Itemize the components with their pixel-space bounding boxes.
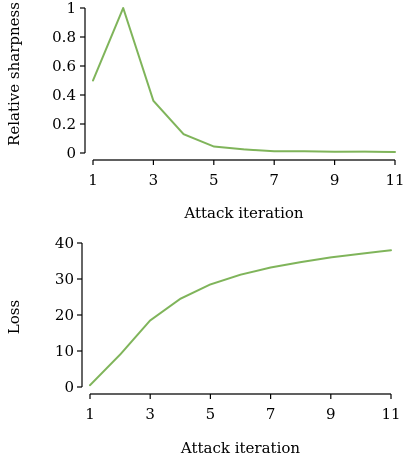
sharpness-y-tick-label: 0.4	[52, 86, 76, 104]
sharpness-x-tick-label: 5	[209, 171, 219, 189]
loss-y-tick-label: 0	[64, 378, 74, 396]
loss-y-tick-label: 30	[55, 270, 74, 288]
sharpness-x-tick-label: 1	[88, 171, 98, 189]
sharpness-x-tick-label: 3	[149, 171, 159, 189]
sharpness-y-tick-label: 0	[66, 144, 76, 162]
loss-x-tick-label: 3	[145, 405, 155, 423]
sharpness-y-tick-label: 0.8	[52, 28, 76, 46]
loss-y-tick-label: 10	[55, 342, 74, 360]
loss-x-tick-label: 5	[206, 405, 216, 423]
loss-x-tick-label: 11	[381, 405, 400, 423]
loss-x-ticks: 1 3 5 7 9 11	[85, 394, 401, 423]
sharpness-x-tick-label: 11	[385, 171, 404, 189]
sharpness-chart: 00.20.40.60.81 1 3 5 7 9 11 Attack iteration …	[5, 0, 405, 222]
loss-y-tick-label: 20	[55, 306, 74, 324]
sharpness-x-tick-label: 9	[330, 171, 340, 189]
sharpness-y-tick-label: 0.6	[52, 57, 76, 75]
sharpness-y-tick-label: 1	[66, 0, 76, 17]
sharpness-line	[92, 7, 396, 153]
sharpness-x-axis-title: Attack iteration	[183, 204, 303, 222]
loss-y-axis-title: Loss	[5, 300, 23, 334]
loss-x-tick-label: 1	[85, 405, 95, 423]
sharpness-y-ticks: 0 0.2 0.4 0.6 0.8 1	[52, 0, 85, 162]
loss-x-tick-label: 7	[266, 405, 276, 423]
sharpness-x-tick-label: 7	[269, 171, 279, 189]
loss-y-ticks: 0 10 20 30 40	[55, 234, 82, 396]
sharpness-x-ticks: 1 3 5 7 9 11	[88, 160, 405, 189]
loss-x-tick-label: 9	[326, 405, 336, 423]
sharpness-y-axis-title: Relative sharpness	[5, 2, 23, 146]
loss-x-axis-title: Attack iteration	[180, 439, 300, 457]
loss-chart: 0 10 20 30 40 1 3 5 7 9 11 Attack iteration Loss	[5, 234, 401, 457]
loss-line	[89, 249, 392, 387]
loss-y-tick-label: 40	[55, 234, 74, 252]
sharpness-y-tick-label: 0.2	[52, 115, 76, 133]
